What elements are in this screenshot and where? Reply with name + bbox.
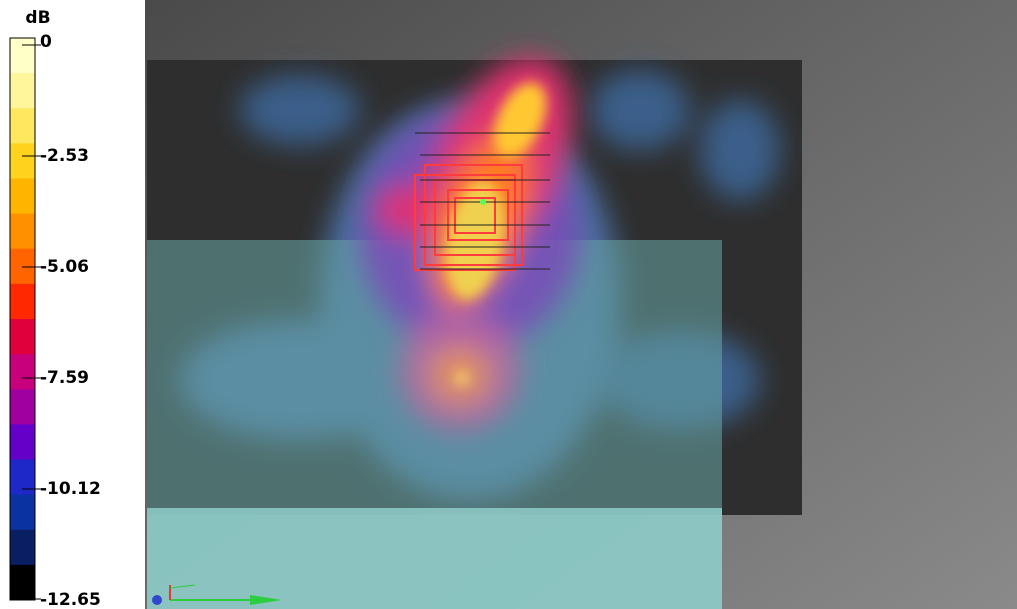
- colorbar-label: -12.65: [40, 590, 101, 609]
- swatch: [10, 529, 35, 566]
- scan-lines: [415, 132, 550, 270]
- swatch: [10, 564, 35, 601]
- colorbar-label: -5.06: [40, 257, 89, 277]
- scene: [145, 0, 1017, 609]
- swatch: [10, 143, 35, 179]
- peak-marker: [480, 199, 486, 205]
- swatch: [10, 389, 35, 425]
- swatch: [10, 319, 35, 355]
- swatch: [10, 283, 35, 320]
- swatch: [10, 108, 35, 144]
- swatch: [10, 73, 35, 109]
- swatch: [10, 354, 35, 390]
- axis-triad: [152, 584, 282, 605]
- swatch: [10, 459, 35, 496]
- colorbar-label: -7.59: [40, 368, 89, 388]
- colorbar-label: 0: [40, 32, 52, 52]
- swatch: [10, 178, 35, 215]
- colorbar-label: -2.53: [40, 146, 89, 166]
- colorbar-labels: 0 -2.53 -5.06 -7.59 -10.12 -12.65: [22, 32, 101, 609]
- colorbar-unit: dB: [25, 8, 50, 28]
- swatch: [10, 424, 35, 460]
- swatch: [10, 494, 35, 531]
- colorbar-swatches: [9, 37, 36, 601]
- colorbar-frame: [9, 37, 36, 601]
- colorbar-label: -10.12: [40, 479, 101, 499]
- swatch: [10, 38, 35, 74]
- colorbar: dB 0 -2.53 -5.06 -7.59 -10.12 -12.65: [9, 8, 101, 609]
- swatch: [10, 213, 35, 250]
- layer-light: [147, 508, 722, 609]
